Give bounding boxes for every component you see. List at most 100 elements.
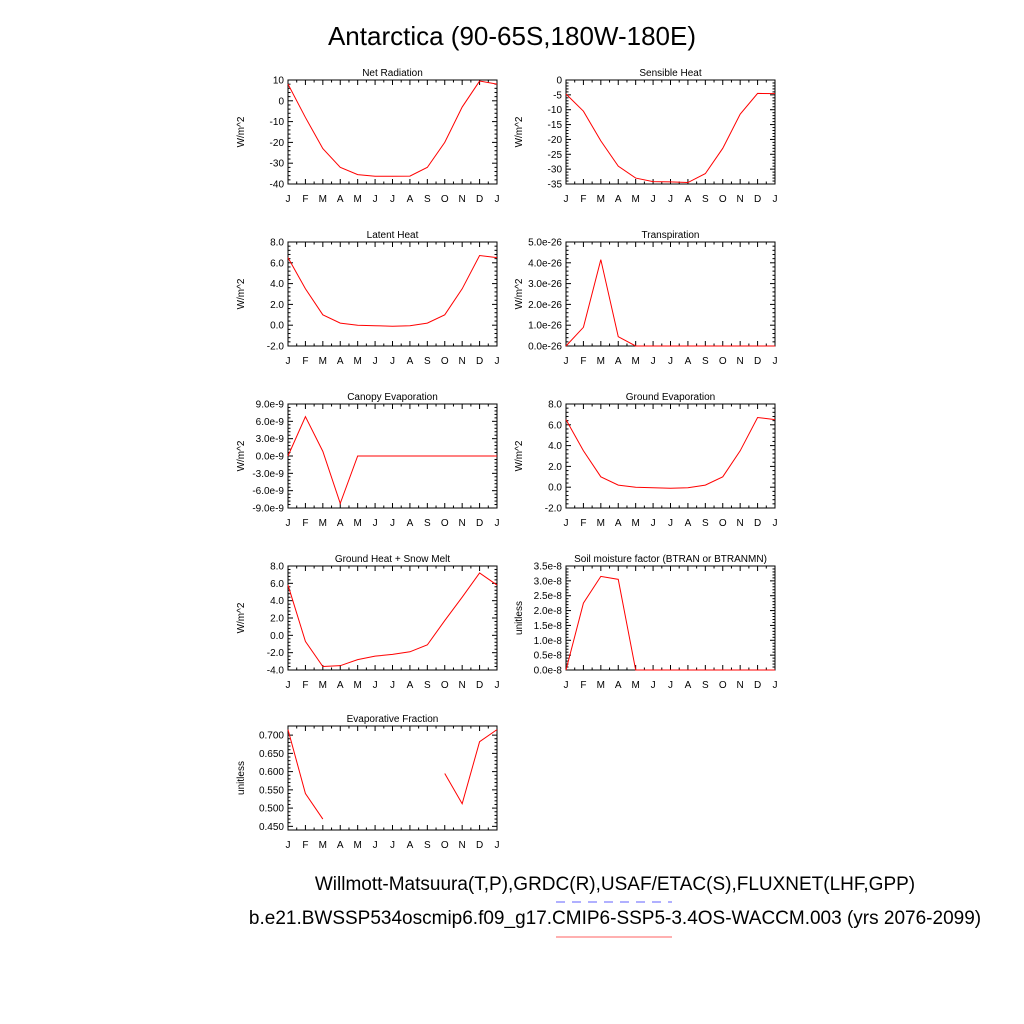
x-tick-label: M — [353, 194, 361, 205]
y-tick-label: 3.5e-8 — [534, 562, 563, 573]
x-tick-label: A — [407, 356, 414, 367]
x-tick-label: S — [424, 840, 431, 851]
y-tick-label: 6.0 — [548, 420, 562, 431]
y-tick-label: -4.0 — [267, 666, 285, 677]
y-tick-label: 0.500 — [259, 804, 284, 815]
x-tick-label: J — [668, 356, 673, 367]
panel-title: Evaporative Fraction — [347, 714, 439, 725]
y-tick-label: 0.0 — [548, 483, 562, 494]
y-tick-label: 10 — [273, 76, 285, 87]
x-tick-label: J — [651, 680, 656, 691]
x-tick-label: J — [651, 518, 656, 529]
y-tick-label: 6.0 — [270, 579, 284, 590]
y-tick-label: -2.0 — [545, 504, 563, 515]
y-tick-label: -30 — [548, 165, 563, 176]
y-tick-label: 0.600 — [259, 767, 284, 778]
x-tick-label: F — [580, 194, 586, 205]
x-tick-label: J — [773, 194, 778, 205]
series-line — [287, 254, 498, 327]
y-tick-label: 8.0 — [548, 400, 562, 411]
y-tick-label: 4.0 — [270, 279, 284, 290]
x-tick-label: O — [719, 518, 727, 529]
panel-title: Canopy Evaporation — [347, 392, 438, 403]
y-tick-label: -6.0e-9 — [252, 486, 284, 497]
y-tick-label: -2.0 — [267, 342, 285, 353]
x-tick-label: M — [631, 518, 639, 529]
y-tick-label: 1.5e-8 — [534, 621, 563, 632]
y-axis-label: W/m^2 — [514, 440, 525, 471]
x-tick-label: A — [615, 518, 622, 529]
x-tick-label: J — [668, 680, 673, 691]
x-tick-label: N — [737, 356, 744, 367]
x-tick-label: S — [702, 518, 709, 529]
x-tick-label: M — [319, 518, 327, 529]
y-tick-label: 2.5e-8 — [534, 591, 563, 602]
x-tick-label: M — [631, 356, 639, 367]
x-tick-label: A — [615, 356, 622, 367]
x-tick-label: O — [719, 356, 727, 367]
y-tick-label: 3.0e-8 — [534, 576, 563, 587]
x-tick-label: M — [353, 680, 361, 691]
x-tick-label: N — [459, 356, 466, 367]
y-tick-label: 1.0e-26 — [528, 321, 562, 332]
x-tick-label: D — [476, 840, 483, 851]
y-axis-label: W/m^2 — [236, 440, 247, 471]
y-tick-label: -15 — [548, 120, 563, 131]
x-tick-label: M — [319, 194, 327, 205]
series-line — [287, 572, 498, 668]
x-tick-label: M — [319, 356, 327, 367]
y-axis-label: unitless — [236, 761, 247, 795]
x-tick-label: D — [476, 356, 483, 367]
series-line — [565, 259, 775, 347]
x-tick-label: J — [390, 194, 395, 205]
x-tick-label: J — [668, 518, 673, 529]
x-tick-label: O — [441, 518, 449, 529]
x-tick-label: A — [337, 356, 344, 367]
panel-title: Net Radiation — [362, 68, 423, 79]
x-tick-label: J — [286, 680, 291, 691]
x-tick-label: J — [390, 840, 395, 851]
panel-title: Ground Heat + Snow Melt — [335, 554, 451, 565]
panel-title: Transpiration — [642, 230, 700, 241]
y-tick-label: 8.0 — [270, 238, 284, 249]
x-tick-label: F — [580, 680, 586, 691]
x-tick-label: J — [286, 194, 291, 205]
x-tick-label: D — [754, 680, 761, 691]
y-tick-label: -10 — [548, 105, 563, 116]
series-line — [287, 729, 498, 820]
y-tick-label: 0.5e-8 — [534, 651, 563, 662]
x-tick-label: A — [407, 680, 414, 691]
x-tick-label: M — [319, 680, 327, 691]
x-tick-label: D — [754, 194, 761, 205]
x-tick-label: M — [597, 680, 605, 691]
x-tick-label: M — [597, 356, 605, 367]
y-tick-label: -2.0 — [267, 648, 285, 659]
x-tick-label: F — [302, 840, 308, 851]
x-tick-label: N — [737, 194, 744, 205]
x-tick-label: J — [495, 840, 500, 851]
y-tick-label: -9.0e-9 — [252, 504, 284, 515]
x-tick-label: N — [737, 680, 744, 691]
x-tick-label: M — [353, 356, 361, 367]
x-tick-label: F — [302, 680, 308, 691]
x-tick-label: O — [719, 194, 727, 205]
x-tick-label: J — [495, 356, 500, 367]
x-tick-label: A — [685, 194, 692, 205]
x-tick-label: M — [631, 194, 639, 205]
y-tick-label: 4.0e-26 — [528, 258, 562, 269]
panel-title: Soil moisture factor (BTRAN or BTRANMN) — [574, 554, 767, 565]
y-tick-label: 0.550 — [259, 785, 284, 796]
series-line — [565, 416, 776, 489]
x-tick-label: F — [302, 518, 308, 529]
x-tick-label: J — [286, 356, 291, 367]
x-tick-label: S — [424, 680, 431, 691]
y-tick-label: 0.700 — [259, 731, 284, 742]
x-tick-label: J — [373, 518, 378, 529]
y-tick-label: 5.0e-26 — [528, 238, 562, 249]
panel-title: Sensible Heat — [639, 68, 701, 79]
